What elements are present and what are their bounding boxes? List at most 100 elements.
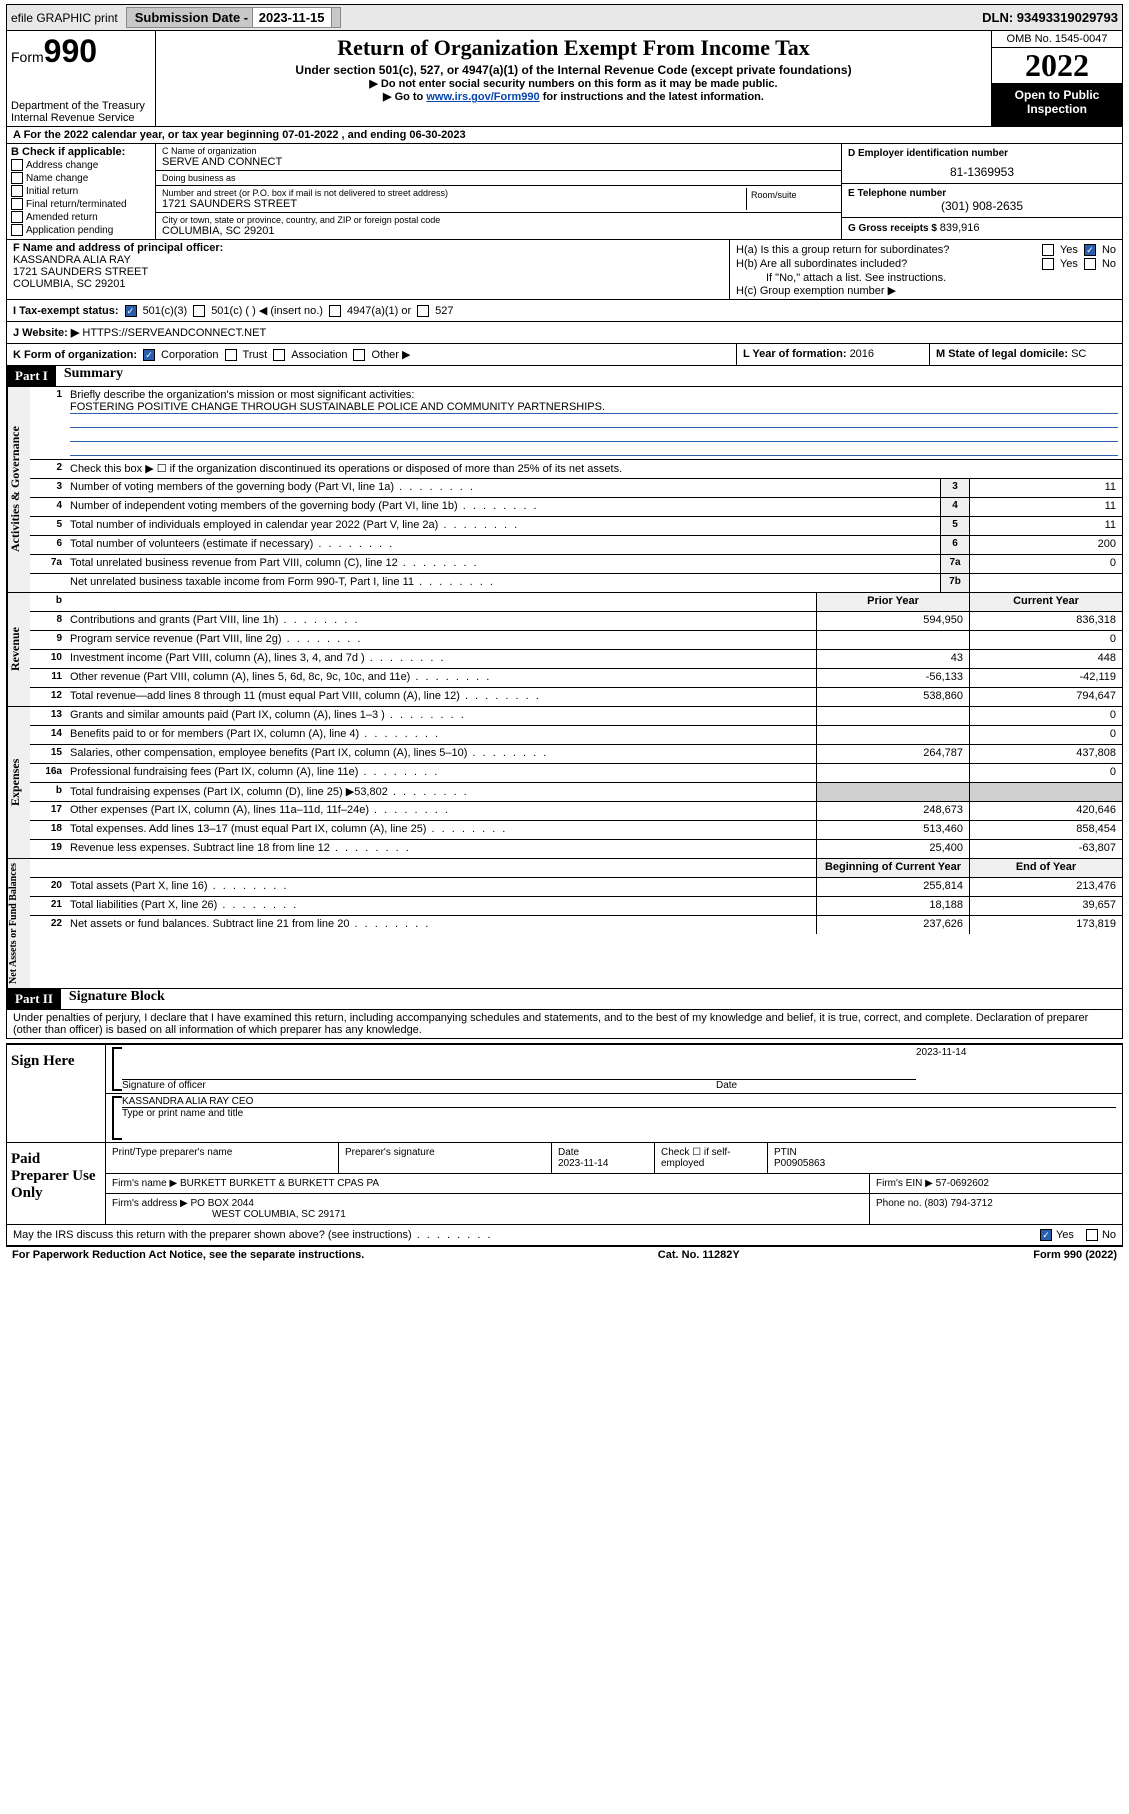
chk-amended[interactable]: [11, 211, 23, 223]
table-row: 21 Total liabilities (Part X, line 26) 1…: [30, 897, 1122, 916]
form-title: Return of Organization Exempt From Incom…: [162, 35, 985, 61]
header: Form990 Department of the Treasury Inter…: [6, 31, 1123, 127]
officer-printed-name: KASSANDRA ALIA RAY CEO: [122, 1096, 1116, 1107]
table-row: 17 Other expenses (Part IX, column (A), …: [30, 802, 1122, 821]
row-num: 22: [30, 916, 66, 934]
row-desc: Investment income (Part VIII, column (A)…: [66, 650, 816, 668]
row-val: 0: [969, 555, 1122, 573]
year-formation: 2016: [850, 348, 874, 360]
tax-year: 2022: [992, 48, 1122, 84]
table-row: 18 Total expenses. Add lines 13–17 (must…: [30, 821, 1122, 840]
part1-badge: Part I: [7, 366, 56, 386]
chk-assoc[interactable]: [273, 349, 285, 361]
col-b: B Check if applicable: Address change Na…: [7, 144, 156, 239]
chk-name-change[interactable]: [11, 172, 23, 184]
row-prior: [816, 631, 969, 649]
row-num: 9: [30, 631, 66, 649]
table-row: 15 Salaries, other compensation, employe…: [30, 745, 1122, 764]
table-row: 12 Total revenue—add lines 8 through 11 …: [30, 688, 1122, 706]
line-2-num: 2: [30, 460, 66, 478]
preparer-label: Paid Preparer Use Only: [7, 1143, 105, 1224]
chk-discuss-no[interactable]: [1086, 1229, 1098, 1241]
row-curr: 0: [969, 726, 1122, 744]
form-subtitle-3: ▶ Go to www.irs.gov/Form990 for instruct…: [162, 90, 985, 103]
gross-value: 839,916: [940, 222, 980, 234]
row-num: 16a: [30, 764, 66, 782]
row-val: 200: [969, 536, 1122, 554]
chk-hb-yes[interactable]: [1042, 258, 1054, 270]
hb-note: If "No," attach a list. See instructions…: [736, 272, 1116, 284]
prep-date-label: Date: [558, 1147, 648, 1158]
row-prior: [816, 783, 969, 801]
lbl-4947: 4947(a)(1) or: [347, 305, 411, 317]
row-num: 4: [30, 498, 66, 516]
row-num: 5: [30, 517, 66, 535]
lbl-name-change: Name change: [26, 173, 88, 184]
row-val: 11: [969, 517, 1122, 535]
row-desc: Salaries, other compensation, employee b…: [66, 745, 816, 763]
chk-final-return[interactable]: [11, 198, 23, 210]
lbl-trust: Trust: [243, 349, 268, 361]
officer-name: KASSANDRA ALIA RAY: [13, 254, 723, 266]
part2-header-row: Part II Signature Block: [6, 989, 1123, 1010]
firm-addr2: WEST COLUMBIA, SC 29171: [112, 1209, 863, 1220]
sub3-pre: ▶ Go to: [383, 91, 426, 103]
irs-link[interactable]: www.irs.gov/Form990: [426, 91, 539, 103]
firm-phone-label: Phone no.: [876, 1198, 924, 1209]
chk-other[interactable]: [353, 349, 365, 361]
table-row: 14 Benefits paid to or for members (Part…: [30, 726, 1122, 745]
row-prior: 18,188: [816, 897, 969, 915]
row-i: I Tax-exempt status: 501(c)(3) 501(c) ( …: [6, 300, 1123, 322]
chk-app-pending[interactable]: [11, 224, 23, 236]
row-prior: [816, 707, 969, 725]
mission-text: FOSTERING POSITIVE CHANGE THROUGH SUSTAI…: [70, 401, 1118, 414]
chk-address-change[interactable]: [11, 159, 23, 171]
ein-label: D Employer identification number: [848, 148, 1116, 159]
chk-501c3[interactable]: [125, 305, 137, 317]
form-org-label: K Form of organization:: [13, 349, 137, 361]
chk-ha-no[interactable]: [1084, 244, 1096, 256]
row-prior: 264,787: [816, 745, 969, 763]
chk-initial-return[interactable]: [11, 185, 23, 197]
chk-hb-no[interactable]: [1084, 258, 1096, 270]
discuss-row: May the IRS discuss this return with the…: [6, 1225, 1123, 1246]
header-mid: Return of Organization Exempt From Incom…: [156, 31, 991, 126]
row-desc: Total unrelated business revenue from Pa…: [66, 555, 940, 573]
sub-date-label: Submission Date -: [135, 10, 252, 25]
row-val: [969, 574, 1122, 592]
firm-ein-label: Firm's EIN ▶: [876, 1178, 936, 1189]
year-formation-label: L Year of formation:: [743, 348, 850, 360]
row-prior: [816, 726, 969, 744]
chk-trust[interactable]: [225, 349, 237, 361]
row-curr: -63,807: [969, 840, 1122, 858]
chk-ha-yes[interactable]: [1042, 244, 1054, 256]
preparer-table: Paid Preparer Use Only Print/Type prepar…: [6, 1143, 1123, 1225]
perjury-declaration: Under penalties of perjury, I declare th…: [6, 1010, 1123, 1039]
vtab-revenue: Revenue: [7, 593, 30, 706]
dln: DLN: 93493319029793: [982, 10, 1118, 25]
col-h: H(a) Is this a group return for subordin…: [729, 240, 1122, 299]
table-row: b Total fundraising expenses (Part IX, c…: [30, 783, 1122, 802]
chk-527[interactable]: [417, 305, 429, 317]
chk-discuss-yes[interactable]: [1040, 1229, 1052, 1241]
chk-corp[interactable]: [143, 349, 155, 361]
form-num: 990: [44, 33, 97, 69]
ein-row: D Employer identification number 81-1369…: [842, 144, 1122, 184]
table-row: 22 Net assets or fund balances. Subtract…: [30, 916, 1122, 934]
rev-hdr-num: b: [30, 593, 66, 611]
col-de: D Employer identification number 81-1369…: [841, 144, 1122, 239]
row-desc: Other revenue (Part VIII, column (A), li…: [66, 669, 816, 687]
prep-selfemp: Check ☐ if self-employed: [655, 1143, 768, 1173]
discuss-yes: Yes: [1056, 1229, 1074, 1241]
chk-501c[interactable]: [193, 305, 205, 317]
chk-4947[interactable]: [329, 305, 341, 317]
ein-value: 81-1369953: [848, 165, 1116, 179]
row-desc: Number of voting members of the governin…: [66, 479, 940, 497]
street-row: Number and street (or P.O. box if mail i…: [156, 186, 841, 213]
table-row: 8 Contributions and grants (Part VIII, l…: [30, 612, 1122, 631]
row-lbl: 7a: [940, 555, 969, 573]
lbl-501c: 501(c) ( ) ◀ (insert no.): [211, 304, 323, 317]
submission-date-button[interactable]: Submission Date - 2023-11-15: [126, 7, 341, 28]
revenue-table: Revenue b Prior Year Current Year 8 Cont…: [6, 593, 1123, 707]
ptin-label: PTIN: [774, 1147, 1116, 1158]
